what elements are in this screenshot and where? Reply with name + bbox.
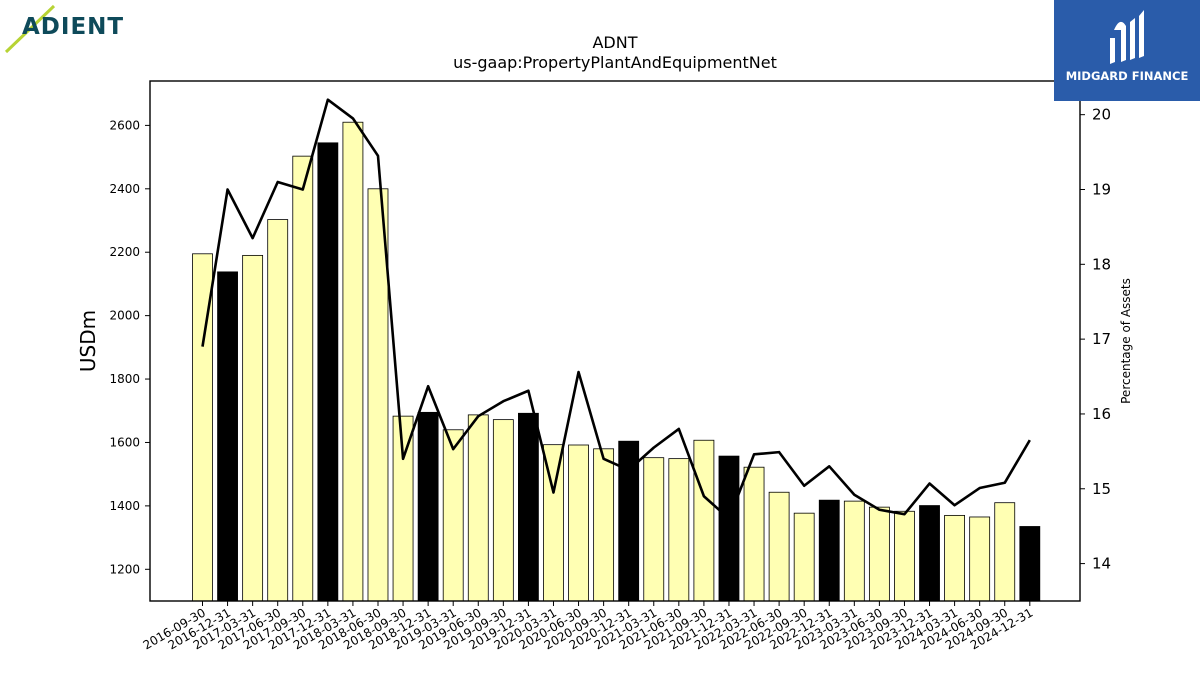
x-axis-ticks: 2016-09-302016-12-312017-03-312017-06-30… (141, 601, 1035, 652)
bar-2024-09-30 (994, 502, 1016, 602)
y2-tick-label-20: 20 (1092, 106, 1111, 124)
bar-2023-12-31 (919, 505, 940, 602)
bar-2016-12-31 (217, 271, 238, 602)
y-axis-label: USDm (76, 310, 100, 372)
bar-2017-09-30 (292, 155, 314, 602)
bar-2019-03-31 (442, 429, 464, 602)
bars-group (192, 121, 1041, 602)
midgard-emblem-icon (1110, 10, 1144, 64)
y2-tick-label-18: 18 (1092, 255, 1111, 273)
chart-title: ADNT (592, 33, 638, 52)
bar-2018-12-31 (417, 411, 439, 602)
bar-2022-06-30 (768, 491, 790, 602)
bar-2018-03-31 (342, 121, 364, 602)
y2-tick-label-19: 19 (1092, 180, 1111, 198)
y-tick-label-2200: 2200 (109, 245, 140, 259)
bar-2023-03-31 (843, 500, 865, 602)
y-tick-label-1800: 1800 (109, 372, 140, 386)
y-axis-ticks: 1200 1400 1600 1800 2000 2200 2400 2600 (109, 118, 150, 576)
percentage-line (201, 98, 1031, 520)
bar-2019-12-31 (518, 412, 539, 602)
bar-2021-03-31 (643, 457, 665, 602)
bar-2023-06-30 (868, 506, 890, 602)
y2-tick-label-14: 14 (1092, 555, 1111, 573)
y-tick-label-1200: 1200 (109, 562, 140, 576)
y-tick-label-2600: 2600 (109, 118, 140, 132)
y-tick-label-2400: 2400 (109, 182, 140, 196)
bar-2019-06-30 (467, 414, 489, 602)
adient-logo: ADIENT (0, 0, 140, 60)
bar-2017-06-30 (267, 219, 289, 602)
plot-frame (149, 80, 1081, 602)
y2-tick-label-17: 17 (1092, 330, 1111, 348)
chart-subtitle: us-gaap:PropertyPlantAndEquipmentNet (453, 53, 777, 72)
y-tick-label-2000: 2000 (109, 309, 140, 323)
bar-2023-09-30 (894, 510, 915, 602)
bar-2021-09-30 (693, 439, 715, 602)
y2-tick-label-15: 15 (1092, 480, 1111, 498)
logo-slash-icon (4, 4, 56, 54)
y-tick-label-1600: 1600 (109, 435, 140, 449)
bar-2024-06-30 (969, 516, 991, 602)
y2-axis-ticks: 14 15 16 17 18 19 20 (1080, 106, 1111, 573)
bar-2020-09-30 (593, 448, 615, 602)
y2-axis-label: Percentage of Assets (1119, 278, 1133, 404)
bar-2020-06-30 (568, 444, 589, 602)
bar-2021-06-30 (668, 458, 690, 602)
bar-2017-03-31 (242, 254, 264, 602)
bar-2019-09-30 (492, 419, 514, 602)
bar-2024-03-31 (944, 514, 965, 602)
adient-logo-text: ADIENT (22, 14, 125, 40)
bar-2024-12-31 (1019, 526, 1041, 602)
bar-2022-03-31 (743, 466, 765, 602)
bar-2021-12-31 (718, 455, 740, 602)
bar-2017-12-31 (317, 142, 339, 602)
bar-2022-12-31 (818, 499, 840, 602)
bar-2022-09-30 (793, 512, 815, 602)
y-tick-label-1400: 1400 (109, 499, 140, 513)
midgard-finance-text: MIDGARD FINANCE (1065, 69, 1189, 83)
midgard-finance-logo: MIDGARD FINANCE (1054, 0, 1200, 101)
y2-tick-label-16: 16 (1092, 405, 1111, 423)
